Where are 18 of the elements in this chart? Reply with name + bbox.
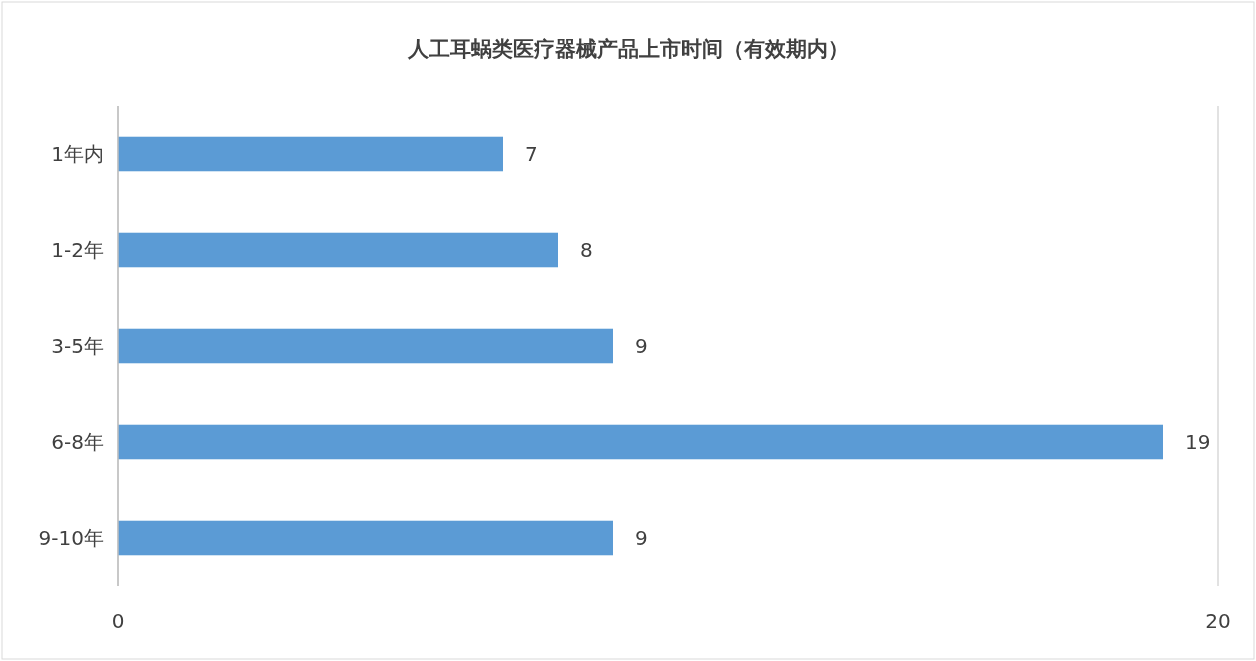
x-tick-label: 20 — [1205, 609, 1231, 633]
data-label: 7 — [525, 142, 538, 166]
y-tick-label: 1年内 — [51, 142, 104, 166]
x-tick-label: 0 — [111, 609, 125, 633]
data-label: 9 — [635, 526, 648, 550]
bar — [118, 232, 558, 268]
bar — [118, 328, 613, 364]
bar — [118, 136, 503, 172]
chart-title: 人工耳蜗类医疗器械产品上市时间（有效期内） — [406, 37, 849, 61]
data-label: 9 — [635, 334, 648, 358]
data-label: 8 — [580, 238, 593, 262]
y-tick-label: 1-2年 — [51, 238, 104, 262]
y-tick-label: 3-5年 — [51, 334, 104, 358]
y-tick-label: 6-8年 — [51, 430, 104, 454]
bar — [118, 520, 613, 556]
data-label: 19 — [1185, 430, 1211, 454]
y-tick-label: 9-10年 — [38, 526, 104, 550]
bar — [118, 424, 1163, 460]
